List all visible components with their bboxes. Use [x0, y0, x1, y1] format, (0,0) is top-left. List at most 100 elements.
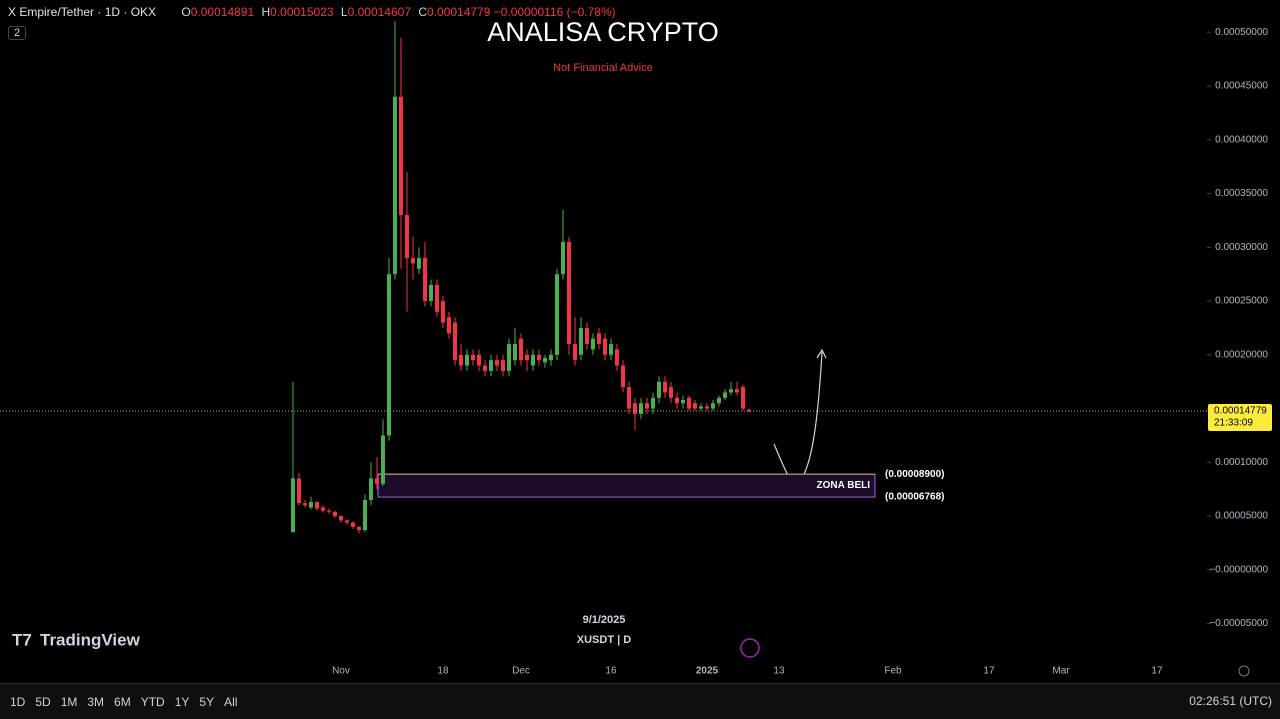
candle-body — [632, 403, 637, 414]
watermark-symbol: XUSDT | D — [577, 634, 631, 646]
legend-header: X Empire/Tether · 1D · OKX O0.00014891 H… — [8, 5, 616, 19]
candle-body — [314, 502, 319, 509]
candle-body — [542, 358, 547, 363]
candle-body — [452, 322, 457, 361]
ohlc-key: L — [340, 5, 348, 19]
y-tick-label: 0.00040000 — [1215, 134, 1268, 145]
ohlc-key: C — [418, 5, 428, 19]
chart: ANALISA CRYPTO Not Financial Advice 9/1/… — [0, 17, 1272, 677]
last-price-label: 0.00014779 — [1214, 406, 1267, 417]
timeframe-button[interactable]: 5D — [35, 695, 51, 709]
candle-body — [350, 522, 355, 527]
candle-body — [308, 502, 313, 508]
y-tick-label: 0.00010000 — [1215, 457, 1268, 468]
timeframe-button[interactable]: 3M — [87, 695, 105, 709]
candle-body — [572, 344, 577, 361]
timeframe-button[interactable]: 6M — [114, 695, 131, 709]
candle-body — [716, 397, 721, 404]
indicator-toggle[interactable]: 2 — [8, 26, 27, 40]
candle-body — [392, 96, 397, 275]
candle-body — [746, 409, 751, 411]
watermark-subtitle: Not Financial Advice — [553, 62, 653, 74]
candle-body — [458, 354, 463, 366]
candle-body — [608, 344, 613, 355]
candle-body — [518, 338, 523, 361]
countdown: 21:33:09 — [1214, 418, 1253, 429]
ohlc-key: H — [261, 5, 271, 19]
candle-body — [680, 399, 685, 404]
ohlc-value: 0.00014607 — [347, 5, 411, 19]
candle-body — [398, 96, 403, 216]
candle-body — [674, 397, 679, 404]
x-tick-label: 18 — [437, 666, 449, 677]
candle-body — [500, 360, 505, 371]
timeframe-button[interactable]: 1M — [60, 695, 78, 709]
bottom-toolbar: 1D 5D 1M 3M 6M YTD 1Y 5Y All 02:26:51 (U… — [0, 683, 1280, 719]
candle-body — [650, 397, 655, 409]
candle-body — [434, 284, 439, 312]
candle-body — [356, 526, 361, 531]
change: −0.00000116 (−0.78%) — [493, 5, 616, 19]
candle-body — [416, 258, 421, 269]
candle-body — [482, 365, 487, 371]
candle-body — [734, 389, 739, 393]
candle-body — [428, 284, 433, 302]
candle-body — [296, 478, 301, 504]
candle-body — [698, 406, 703, 409]
timeframe-button[interactable]: All — [224, 695, 238, 709]
candle-body — [710, 403, 715, 409]
timeframe-button[interactable]: YTD — [140, 695, 165, 709]
watermark-title: ANALISA CRYPTO — [487, 17, 719, 47]
candle-body — [662, 381, 667, 393]
events-icon[interactable] — [740, 638, 760, 658]
candle-body — [596, 333, 601, 345]
clock[interactable]: 02:26:51 (UTC) — [1189, 694, 1272, 708]
candle-body — [422, 258, 427, 302]
candle-body — [614, 349, 619, 366]
y-tick-label: 0.00030000 — [1215, 242, 1268, 253]
x-tick-label: 13 — [773, 666, 785, 677]
candle-body — [524, 354, 529, 361]
zone-bottom-label: (0.00006768) — [885, 492, 945, 503]
candle-body — [380, 435, 385, 484]
candle-body — [494, 360, 499, 366]
candle-body — [290, 478, 295, 533]
settings-icon[interactable] — [1238, 665, 1250, 677]
ohlc-value: 0.00015023 — [270, 5, 334, 19]
timeframe-button[interactable]: 1D — [10, 695, 26, 709]
candle-body — [644, 403, 649, 409]
candle-body — [668, 387, 673, 398]
ohlc-value: 0.00014891 — [190, 5, 255, 19]
candle-body — [590, 338, 595, 350]
candle-body — [554, 274, 559, 355]
candle-body — [584, 327, 589, 345]
timeframe-button[interactable]: 5Y — [199, 695, 215, 709]
candle-body — [488, 360, 493, 371]
candle-body — [692, 403, 697, 409]
x-tick-label: Feb — [884, 666, 902, 677]
x-tick-label: Mar — [1052, 666, 1070, 677]
candle-body — [656, 381, 661, 398]
candle-body — [464, 354, 469, 366]
candle-body — [686, 397, 691, 409]
ohlc-key: O — [181, 5, 191, 19]
candle-body — [320, 507, 325, 511]
candle-body — [476, 354, 481, 366]
candle-body — [566, 241, 571, 345]
candle-body — [404, 215, 409, 259]
x-tick-label: 17 — [983, 666, 995, 677]
logo: TradingView — [40, 630, 141, 649]
candle-body — [338, 516, 343, 521]
timeframe-button[interactable]: 1Y — [174, 695, 190, 709]
forecast-arrow — [773, 351, 823, 485]
candle-body — [704, 406, 709, 409]
candle-body — [620, 365, 625, 388]
y-tick-label: 0.00005000 — [1215, 511, 1268, 522]
zone-label: ZONA BELI — [816, 480, 870, 491]
x-tick-label: 17 — [1151, 666, 1163, 677]
candle-body — [362, 499, 367, 531]
symbol: X Empire/Tether · 1D · OKX — [8, 5, 157, 19]
candle-body — [374, 478, 379, 484]
candle-body — [740, 387, 745, 409]
